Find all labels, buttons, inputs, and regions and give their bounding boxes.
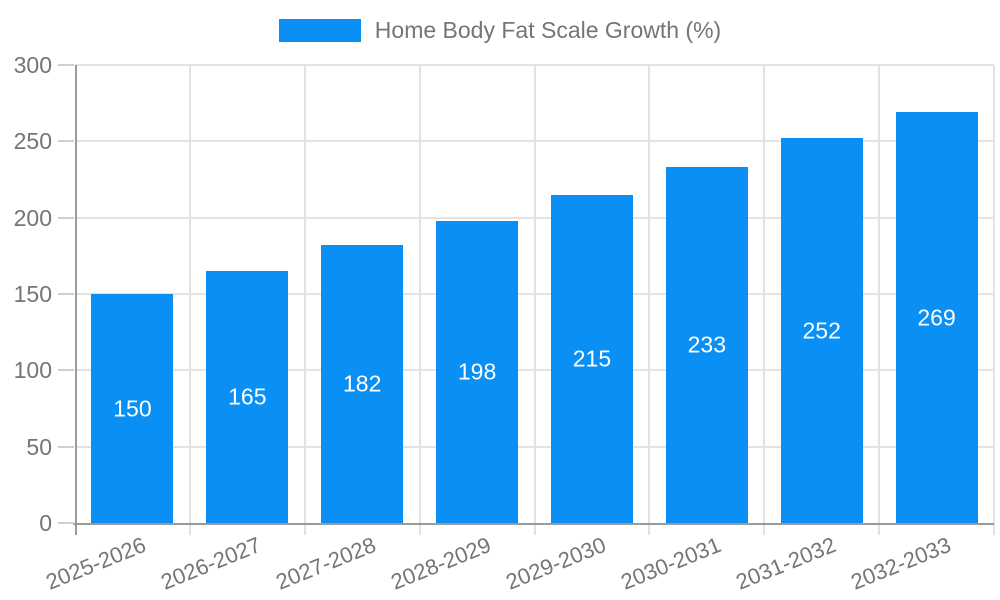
bar[interactable]: [550, 194, 633, 523]
bar-value-label: 252: [802, 317, 841, 344]
y-axis-tick-label: 300: [13, 52, 52, 78]
bar-value-label: 150: [113, 395, 152, 421]
legend-swatch-icon: [278, 19, 361, 42]
legend-label: Home Body Fat Scale Growth (%): [374, 17, 722, 43]
bar[interactable]: [780, 138, 863, 523]
y-axis-tick-label: 0: [39, 510, 52, 536]
gridline-vertical: [419, 65, 421, 535]
gridline-vertical: [763, 65, 765, 535]
gridline-vertical: [189, 65, 191, 535]
bar-value-label: 182: [343, 370, 382, 397]
y-axis-tick-mark: [58, 64, 74, 66]
y-axis-line: [75, 65, 77, 535]
y-axis-tick-label: 150: [13, 281, 52, 307]
bar[interactable]: [91, 294, 174, 523]
bar-value-label: 269: [917, 304, 956, 331]
bar-value-label: 165: [228, 383, 267, 410]
bar-value-label: 198: [457, 358, 497, 385]
y-axis-tick-mark: [58, 522, 74, 524]
gridline-vertical: [534, 65, 536, 535]
y-axis-tick-label: 100: [13, 357, 52, 384]
bar-value-label: 233: [687, 331, 726, 358]
bar[interactable]: [206, 271, 289, 523]
y-axis-tick-mark: [58, 369, 74, 372]
legend[interactable]: Home Body Fat Scale Growth (%): [0, 17, 1000, 44]
y-axis-tick-mark: [58, 216, 74, 219]
plot-area: 150 165 182 198 215 233 252 269: [73, 64, 995, 535]
gridline-vertical: [648, 65, 650, 535]
y-axis-tick-label: 250: [13, 128, 52, 155]
bar[interactable]: [436, 220, 519, 523]
bar[interactable]: [895, 112, 978, 523]
bar-value-label: 215: [572, 345, 612, 372]
gridline-vertical: [304, 65, 306, 535]
bar[interactable]: [321, 245, 404, 523]
bar[interactable]: [665, 167, 748, 523]
x-axis-line: [73, 523, 994, 525]
y-axis-tick-label: 200: [13, 204, 52, 231]
y-axis-tick-mark: [58, 445, 74, 448]
y-axis-tick-label: 50: [26, 433, 52, 460]
y-axis-tick-mark: [58, 293, 74, 295]
gridline-vertical: [878, 65, 880, 535]
y-axis-tick-mark: [58, 140, 74, 143]
gridline-vertical: [993, 65, 995, 535]
